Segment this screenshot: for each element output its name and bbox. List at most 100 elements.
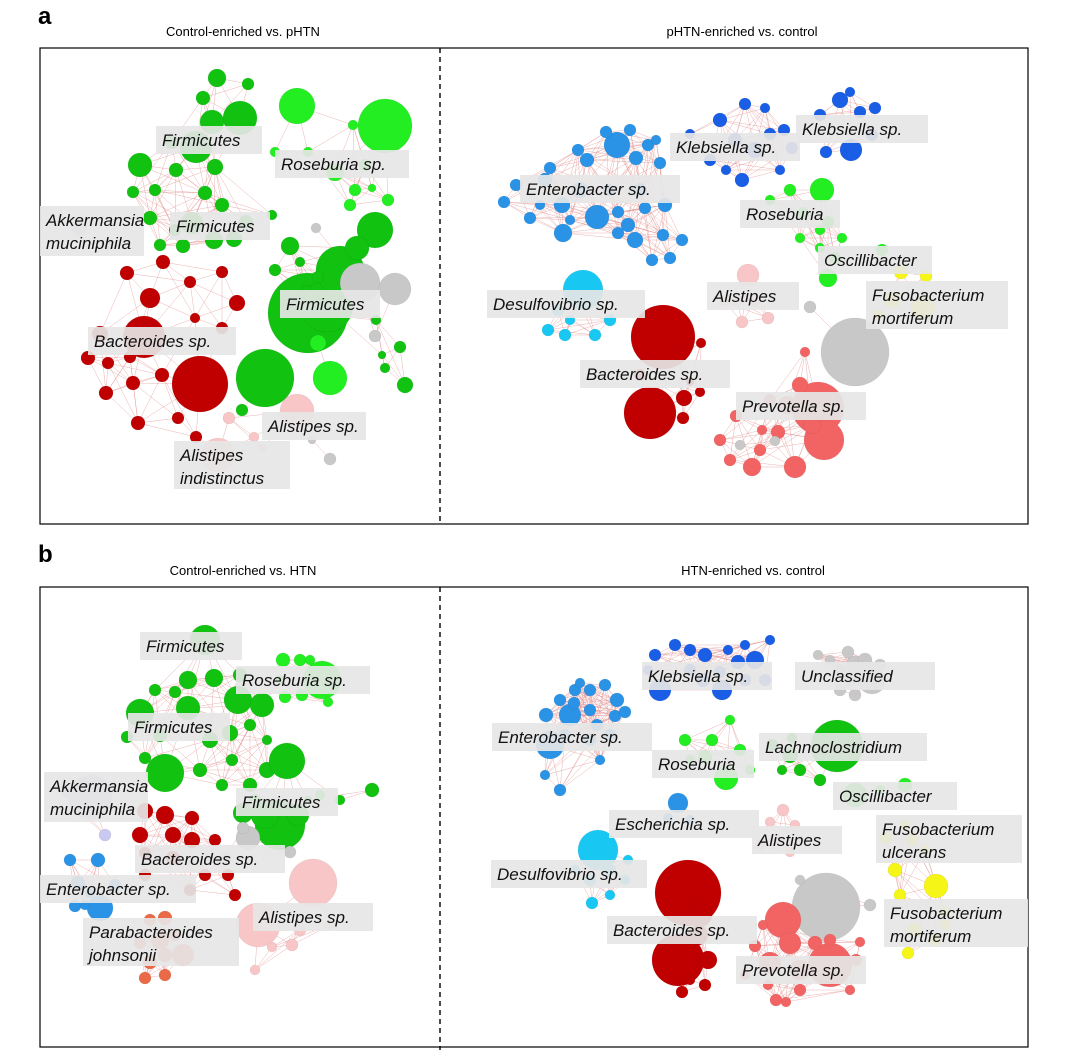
node-bacteroides-a (139, 287, 161, 309)
network-edge (162, 261, 196, 319)
node-firmicutes-b-top (261, 734, 273, 746)
node-firmicutes-top (168, 162, 184, 178)
node-bacteroides-a (154, 367, 170, 383)
node-unclassified-b (848, 688, 862, 702)
network-edge (729, 429, 763, 461)
node-roseburia-mid (309, 334, 327, 352)
node-prevotella-b (823, 933, 837, 947)
cluster-label-background (652, 750, 754, 778)
cluster-label-text: Alistipes (179, 446, 244, 465)
node-roseburia-b (275, 652, 291, 668)
node-enterobacter-a (584, 204, 610, 230)
network-edge (562, 224, 629, 234)
network-edge (105, 392, 139, 424)
node-firmicutes-b-top (168, 685, 182, 699)
node-firmicutes-mid (235, 403, 249, 417)
network-edge (154, 189, 206, 194)
cluster-label-text: Fusobacterium (882, 820, 994, 839)
node-alistipes-b (266, 941, 278, 953)
node-firmicutes-mid (294, 256, 306, 268)
network-edge (137, 374, 163, 424)
node-enterobacter-a (564, 214, 576, 226)
node-firmicutes-top (148, 183, 162, 197)
node-bacteroides-a (119, 265, 135, 281)
node-alistipes-b (249, 964, 261, 976)
node-firmicutes-b-top (225, 753, 239, 767)
node-unclassified-b-left (236, 821, 250, 835)
cluster-label-text: Parabacteroides (89, 923, 213, 942)
network-edge (529, 217, 571, 221)
node-enterobacter-b2 (598, 678, 612, 692)
node-prevotella-a (742, 457, 762, 477)
network-edge (684, 719, 731, 741)
node-roseburia-a2 (794, 232, 806, 244)
network-edge (199, 724, 251, 771)
cluster-label-background (707, 282, 799, 310)
cluster-label-text: Akkermansia (49, 777, 148, 796)
node-prevotella-a (753, 443, 767, 457)
node-gray-small-a2 (769, 435, 781, 447)
cluster-label: Enterobacter sp. (492, 723, 652, 751)
node-firmicutes-mid (379, 362, 391, 374)
cluster-label-background (642, 662, 772, 690)
node-enterobacter-a (641, 138, 655, 152)
network-edge (573, 699, 618, 704)
node-prevotella-a (713, 433, 727, 447)
cluster-label-background (128, 713, 230, 741)
node-prevotella-b (854, 936, 866, 948)
node-roseburia-a (357, 98, 413, 154)
cluster-label: Desulfovibrio sp. (487, 290, 645, 318)
node-firmicutes-top (195, 90, 211, 106)
network-edge (751, 424, 813, 468)
node-enterobacter-a (623, 123, 637, 137)
network-edge (644, 207, 653, 261)
network-edge (189, 889, 236, 896)
node-enterobacter-b2 (594, 754, 606, 766)
network-edge (744, 103, 771, 135)
network-edge (254, 929, 301, 971)
network-edge (596, 684, 606, 726)
node-firmicutes-top (206, 158, 224, 176)
node-bacteroides-b2 (698, 978, 712, 992)
network-edge (189, 281, 196, 319)
cluster-label: Akkermansia muciniphila (44, 772, 148, 822)
node-desulfovibrio-a (588, 328, 602, 342)
node-enterobacter-a (653, 156, 667, 170)
network-edge (349, 199, 389, 206)
panel-a-labels: Firmicutes Roseburia sp. Akkermansia mucini… (40, 115, 1008, 489)
cluster-label-text: Fusobacterium (890, 904, 1002, 923)
network-edge (744, 103, 785, 131)
cluster-label-background (280, 290, 380, 318)
network-edge (785, 989, 851, 1003)
node-alistipes-a (222, 411, 236, 425)
node-firmicutes-b-top (243, 718, 257, 732)
cluster-label-text: muciniphila (46, 234, 131, 253)
network-edge (249, 724, 268, 771)
node-bacteroides-a (101, 356, 115, 370)
network-edge (284, 696, 329, 703)
network-edge (577, 149, 637, 159)
network-edge (202, 83, 249, 99)
cluster-label-background (487, 290, 645, 318)
node-roseburia-a (278, 87, 316, 125)
network-edge (132, 169, 177, 193)
node-bacteroides-a (228, 294, 246, 312)
node-unclassified-b2 (863, 898, 877, 912)
node-enterobacter-a (675, 233, 689, 247)
network-edge (221, 739, 268, 786)
node-klebsiella-a2 (844, 86, 856, 98)
network-edge (154, 166, 216, 191)
cluster-label-text: Bacteroides sp. (586, 365, 703, 384)
node-prevotella-b (807, 935, 823, 951)
network-edge (617, 232, 683, 241)
node-roseburia-a2 (783, 183, 797, 197)
cluster-label-text: Akkermansia (45, 211, 144, 230)
node-klebsiella-a (734, 172, 750, 188)
cluster-label-background (170, 212, 270, 240)
node-klebsiella-b (648, 648, 662, 662)
network-edge (221, 724, 251, 786)
node-roseburia-a (348, 183, 362, 197)
cluster-label: Roseburia sp. (275, 150, 409, 178)
cluster-label-text: Oscillibacter (839, 787, 933, 806)
